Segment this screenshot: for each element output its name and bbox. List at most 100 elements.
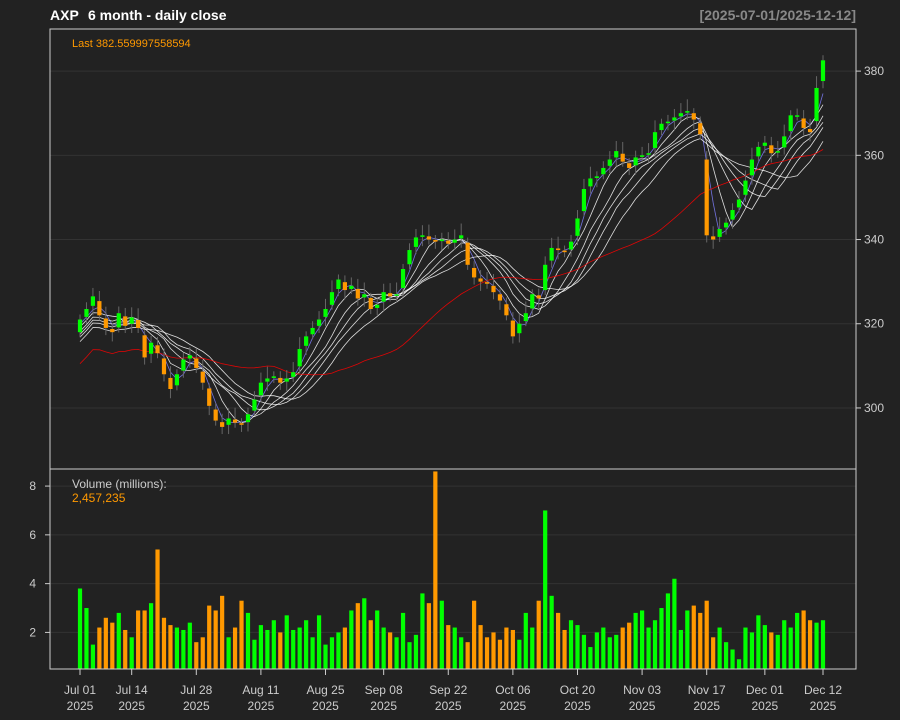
candle-body (381, 292, 386, 302)
candles (77, 55, 826, 435)
candle-body (148, 342, 154, 354)
date-tick-year: 2025 (564, 699, 591, 713)
volume-bar (110, 622, 115, 669)
candle-body (627, 163, 632, 168)
candle-body (465, 242, 470, 265)
volume-bar (575, 625, 580, 669)
candle-body (413, 237, 419, 247)
candle-body (814, 87, 819, 122)
volume-bar (665, 593, 671, 669)
candle-body (123, 316, 128, 326)
candle-body (581, 189, 587, 212)
date-tick-label: Sep 22 (429, 683, 467, 697)
date-tick-year: 2025 (183, 699, 210, 713)
candle-body (355, 289, 360, 299)
volume-tick-label: 4 (29, 577, 36, 591)
volume-bar (717, 627, 722, 669)
volume-bar (801, 610, 806, 669)
volume-bar (116, 612, 121, 669)
candle-body (226, 418, 231, 425)
candle-body (452, 239, 457, 243)
candle-body (349, 285, 354, 289)
volume-bar (594, 632, 599, 669)
candle-body (775, 151, 780, 153)
volume-bar (814, 622, 819, 669)
chart-title-symbol: AXP (50, 7, 79, 23)
volume-bar (730, 649, 735, 669)
candle-body (543, 264, 548, 291)
volume-bar (342, 627, 347, 669)
candle-body (549, 247, 554, 261)
volume-bar (652, 620, 658, 669)
candle-body (685, 111, 690, 113)
date-tick-label: Oct 20 (560, 683, 596, 697)
volume-bar (174, 627, 180, 669)
volume-bar (743, 627, 748, 669)
volume-bar (491, 632, 496, 669)
date-tick-label: Jul 28 (180, 683, 212, 697)
volume-bar (807, 620, 813, 669)
volume-y-axis: 2 4 6 8 (29, 479, 50, 639)
candle-body (433, 240, 438, 242)
volume-bar (265, 629, 270, 669)
volume-panel-label: Volume (millions): (72, 477, 167, 491)
volume-bar (375, 610, 380, 669)
candle-body (756, 146, 761, 157)
volume-bar (213, 610, 218, 669)
candle-body (368, 297, 373, 309)
volume-bar (756, 615, 761, 669)
volume-bar (400, 612, 406, 669)
volume-bar (336, 632, 341, 669)
candle-body (562, 250, 567, 253)
volume-bar (581, 634, 587, 669)
candle-body (446, 240, 451, 244)
volume-bar (90, 644, 96, 669)
candle-body (200, 371, 205, 383)
volume-bar (627, 622, 632, 669)
candle-body (194, 358, 199, 368)
date-tick-label: Jul 01 (64, 683, 96, 697)
volume-bar (97, 627, 102, 669)
candle-body (723, 222, 729, 228)
candle-body (77, 319, 83, 333)
date-tick-year: 2025 (435, 699, 462, 713)
candle-body (336, 279, 341, 289)
volume-panel-frame (49, 468, 857, 670)
candle-body (704, 159, 709, 236)
candle-body (497, 294, 503, 301)
candle-body (116, 313, 121, 328)
volume-bar (181, 629, 186, 669)
candle-body (342, 282, 347, 291)
volume-bar (439, 600, 444, 669)
candle-body (491, 285, 496, 293)
volume-bar (200, 637, 205, 669)
volume-bar (691, 605, 696, 669)
candle-body (245, 414, 251, 423)
candle-body (536, 295, 541, 299)
candle-body (310, 327, 315, 335)
volume-bar (420, 593, 425, 669)
candle-body (394, 294, 399, 296)
candle-body (807, 129, 813, 133)
volume-bar (239, 600, 244, 669)
date-tick-year: 2025 (370, 699, 397, 713)
candle-body (459, 235, 464, 239)
candle-body (594, 176, 599, 178)
volume-bar (271, 620, 276, 669)
candle-body (646, 153, 651, 155)
volume-bar (155, 549, 160, 669)
candle-body (672, 117, 677, 121)
candle-body (129, 317, 134, 324)
date-tick-label: Aug 11 (242, 683, 279, 697)
volume-bar (607, 637, 612, 669)
candle-body (155, 345, 160, 354)
date-tick-label: Oct 06 (495, 683, 531, 697)
volume-bar (245, 612, 251, 669)
candle-body (207, 388, 212, 406)
candle-body (271, 376, 276, 378)
ma-line-15 (79, 138, 824, 400)
volume-bar (226, 637, 231, 669)
candle-body (523, 313, 528, 322)
volume-bar (562, 629, 567, 669)
volume-bar (659, 608, 664, 669)
